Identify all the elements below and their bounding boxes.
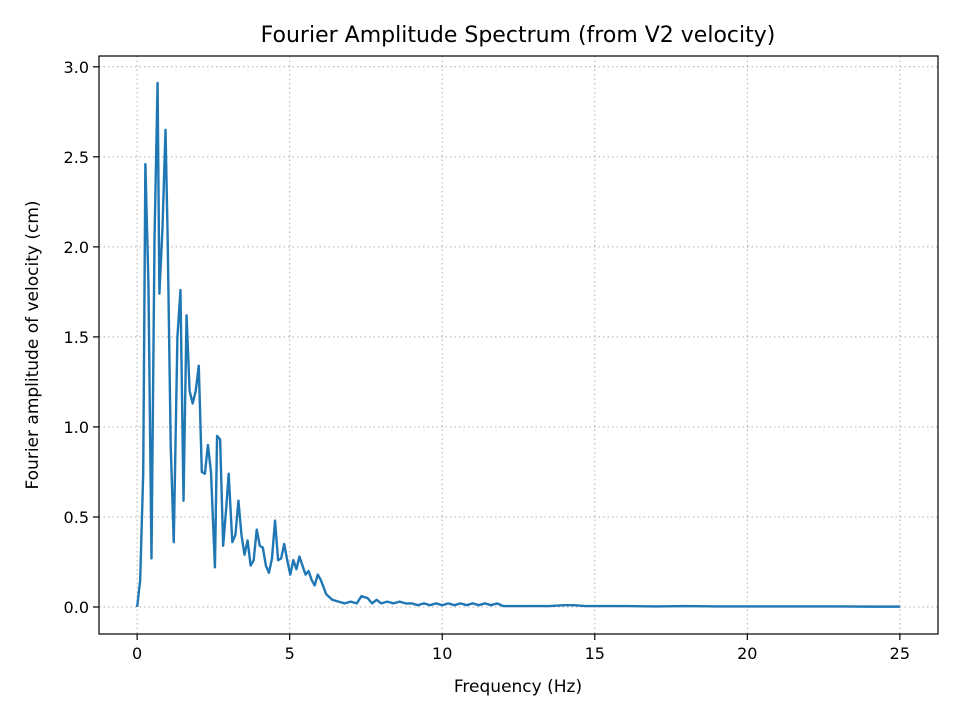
y-axis-label: Fourier amplitude of velocity (cm) [23, 200, 43, 489]
y-tick-label: 1.0 [64, 418, 89, 437]
spectrum-line [135, 81, 900, 608]
x-tick-label: 20 [737, 644, 757, 663]
plot-frame [98, 55, 939, 635]
x-tick-label: 0 [132, 644, 142, 663]
y-tick-label: 2.0 [64, 238, 89, 257]
y-tick-label: 2.5 [64, 148, 89, 167]
x-tick-label: 15 [585, 644, 605, 663]
x-tick-label: 25 [890, 644, 910, 663]
chart-title: Fourier Amplitude Spectrum (from V2 velo… [261, 23, 776, 48]
x-tick-label: 5 [285, 644, 295, 663]
grid [99, 56, 938, 634]
y-tick-label: 3.0 [64, 58, 89, 77]
y-tick-label: 0.0 [64, 598, 89, 617]
x-axis-label: Frequency (Hz) [454, 677, 582, 697]
y-tick-label: 1.5 [64, 328, 89, 347]
y-tick-label: 0.5 [64, 508, 89, 527]
axis-ticks: 0 5 10 15 20 25 0.0 0.5 1.0 1.5 2.0 2.5 3.0 [64, 58, 910, 663]
x-tick-label: 10 [432, 644, 452, 663]
series-layer [135, 81, 900, 608]
